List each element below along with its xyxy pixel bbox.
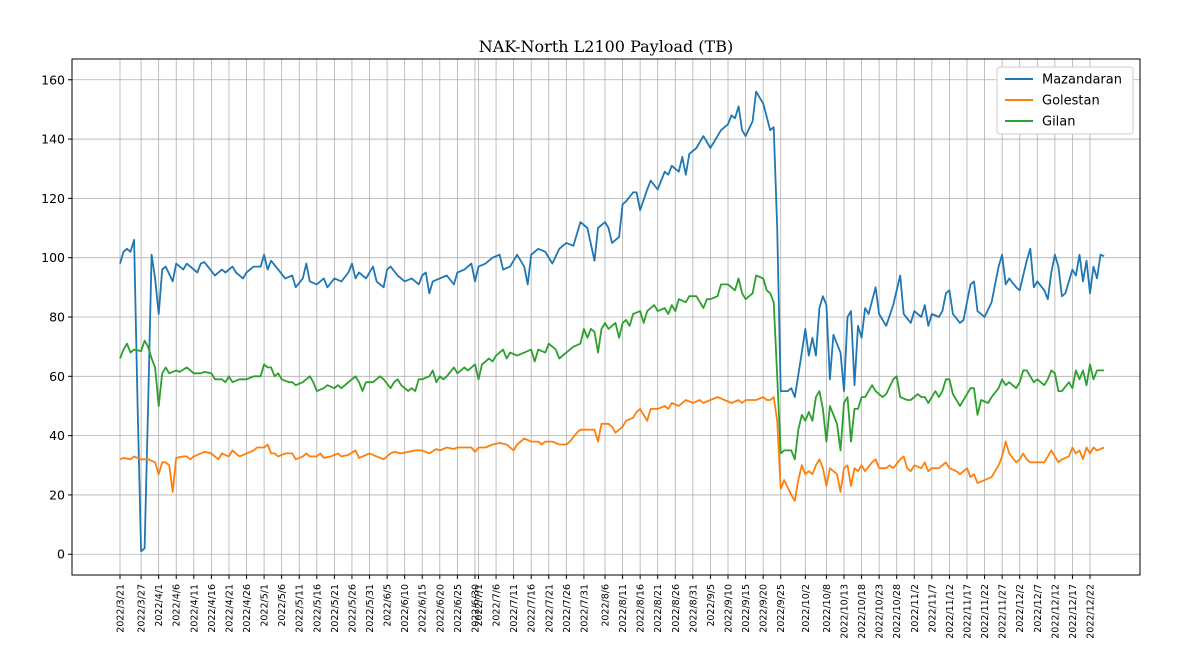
x-tick-label: 2022/5/1 (260, 584, 271, 627)
y-tick-label: 160 (41, 72, 65, 87)
x-tick-label: 2022/5/11 (295, 584, 306, 633)
y-tick-label: 20 (49, 487, 65, 502)
x-tick-label: 2022/10/23 (875, 584, 886, 639)
x-tick-label: 2022/11/22 (980, 584, 991, 639)
x-tick-label: 2022/9/10 (724, 584, 735, 633)
series-line-mazandaran (119, 90, 1105, 553)
x-tick-label: 2022/7/21 (544, 584, 555, 633)
x-tick-label: 2022/12/22 (1086, 584, 1097, 639)
x-tick-label: 2022/7/16 (527, 584, 538, 633)
x-tick-label: 2022/4/21 (224, 584, 235, 633)
x-axis: 2022/3/21 2022/3/27 2022/4/1 2022/4/6 2022/4… (116, 575, 1097, 639)
x-tick-label: 2022/7/6 (492, 584, 503, 627)
x-tick-label: 2022/12/17 (1068, 584, 1079, 639)
x-tick-label: 2022/8/16 (636, 584, 647, 633)
series-line-golestan (119, 396, 1105, 502)
x-tick-label: 2022/12/12 (1050, 584, 1061, 639)
x-tick-label: 2022/7/31 (579, 584, 590, 633)
chart-title: NAK-North L2100 Payload (TB) (479, 37, 733, 56)
x-tick-label: 2022/11/27 (998, 584, 1009, 639)
x-tick-label: 2022/4/26 (242, 584, 253, 633)
x-tick-label: 2022/12/2 (1015, 584, 1026, 633)
x-tick-label: 2022/7/1 (474, 584, 485, 627)
x-tick-label: 2022/4/11 (189, 584, 200, 633)
x-tick-label: 2022/8/31 (688, 584, 699, 633)
x-tick-label: 2022/8/21 (653, 584, 664, 633)
x-tick-label: 2022/5/31 (365, 584, 376, 633)
x-tick-label: 2022/6/20 (435, 584, 446, 633)
x-tick-label: 2022/5/26 (347, 584, 358, 633)
x-tick-label: 2022/5/6 (277, 584, 288, 627)
series-lines (119, 90, 1105, 553)
y-tick-label: 40 (49, 428, 65, 443)
y-tick-label: 60 (49, 369, 65, 384)
x-tick-label: 2022/9/20 (759, 584, 770, 633)
legend-label-mazandaran: Mazandaran (1042, 73, 1122, 88)
x-tick-label: 2022/6/15 (418, 584, 429, 633)
x-tick-label: 2022/11/12 (945, 584, 956, 639)
x-tick-label: 2022/11/2 (910, 584, 921, 633)
x-tick-label: 2022/3/21 (116, 584, 127, 633)
legend-label-golestan: Golestan (1042, 94, 1100, 109)
x-tick-label: 2022/3/27 (137, 584, 148, 633)
x-tick-label: 2022/8/6 (601, 584, 612, 627)
y-tick-label: 0 (57, 547, 65, 562)
x-tick-label: 2022/11/7 (927, 584, 938, 633)
x-tick-label: 2022/4/1 (154, 584, 165, 627)
x-tick-label: 2022/5/16 (312, 584, 323, 633)
x-tick-label: 2022/10/28 (892, 584, 903, 639)
y-tick-label: 120 (41, 191, 65, 206)
x-tick-label: 2022/10/13 (839, 584, 850, 639)
x-tick-label: 2022/6/5 (383, 584, 394, 627)
x-tick-label: 2022/6/30 (470, 584, 481, 633)
legend-label-gilan: Gilan (1042, 115, 1076, 130)
x-tick-label: 2022/9/15 (741, 584, 752, 633)
x-tick-label: 2022/11/17 (962, 584, 973, 639)
series-line-gilan (119, 274, 1105, 461)
x-tick-label: 2022/9/25 (776, 584, 787, 633)
x-tick-label: 2022/7/26 (562, 584, 573, 633)
x-tick-label: 2022/6/10 (400, 584, 411, 633)
y-tick-label: 140 (41, 132, 65, 147)
x-tick-label: 2022/10/2 (801, 584, 812, 633)
x-tick-label: 2022/4/6 (172, 584, 183, 627)
x-tick-label: 2022/9/5 (706, 584, 717, 627)
y-axis: 0 20 40 60 80 100 120 140 160 (41, 72, 72, 562)
y-tick-label: 80 (49, 310, 65, 325)
grid (72, 59, 1140, 575)
x-tick-label: 2022/7/11 (509, 584, 520, 633)
y-tick-label: 100 (41, 250, 65, 265)
x-tick-label: 2022/6/25 (453, 584, 464, 633)
legend: Mazandaran Golestan Gilan (996, 66, 1134, 135)
legend-box (996, 66, 1134, 135)
x-tick-label: 2022/10/8 (822, 584, 833, 633)
x-tick-label: 2022/5/21 (330, 584, 341, 633)
x-tick-label: 2022/4/16 (207, 584, 218, 633)
x-tick-label: 2022/12/7 (1033, 584, 1044, 633)
x-tick-label: 2022/8/26 (671, 584, 682, 633)
x-tick-label: 2022/10/18 (857, 584, 868, 639)
x-tick-label: 2022/8/11 (618, 584, 629, 633)
